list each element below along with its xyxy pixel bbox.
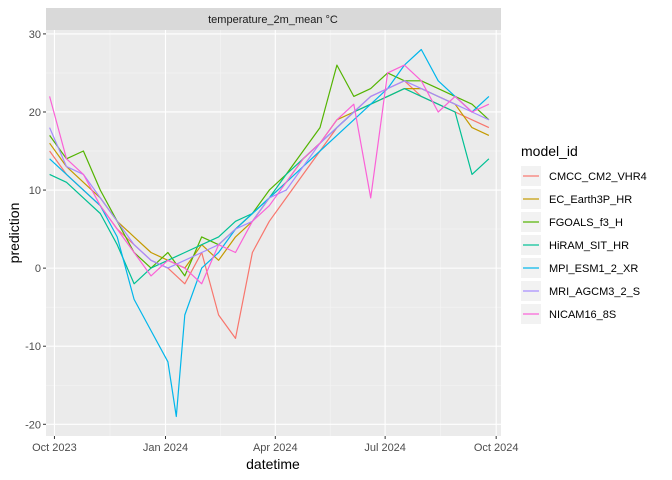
x-tick-label: Jul 2024 [364,442,406,454]
x-tick-label: Apr 2024 [253,442,298,454]
y-tick-label: -20 [25,419,41,431]
y-tick-label: 10 [29,185,41,197]
x-tick-label: Oct 2024 [474,442,519,454]
legend-label: MPI_ESM1_2_XR [549,263,638,275]
x-tick-label: Oct 2023 [32,442,77,454]
legend-title: model_id [521,143,578,159]
facet-title: temperature_2m_mean °C [208,14,338,26]
x-tick-label: Jan 2024 [143,442,188,454]
x-axis-title: datetime [246,456,300,472]
legend-label: FGOALS_f3_H [549,217,623,229]
legend-label: CMCC_CM2_VHR4 [549,171,647,183]
legend-label: HiRAM_SIT_HR [549,240,629,252]
legend-label: MRI_AGCM3_2_S [549,286,640,298]
y-tick-label: -10 [25,341,41,353]
legend-label: NICAM16_8S [549,309,616,321]
plot-panel [46,30,501,436]
legend-label: EC_Earth3P_HR [549,194,632,206]
y-axis-title: prediction [6,203,22,264]
y-tick-label: 0 [35,263,41,275]
y-tick-label: 30 [29,29,41,41]
y-tick-label: 20 [29,107,41,119]
